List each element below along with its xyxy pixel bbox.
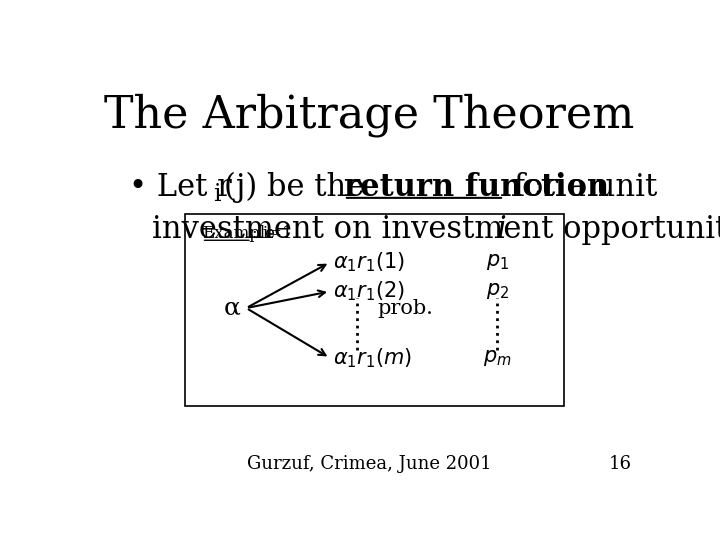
Text: • Let r: • Let r xyxy=(129,172,232,203)
Text: Example: Example xyxy=(202,225,274,242)
Text: 16: 16 xyxy=(608,455,631,473)
Text: : i=1: : i=1 xyxy=(252,225,292,242)
Text: The Arbitrage Theorem: The Arbitrage Theorem xyxy=(104,93,634,137)
Text: $\alpha_1 r_1(1)$: $\alpha_1 r_1(1)$ xyxy=(333,251,405,274)
FancyBboxPatch shape xyxy=(185,214,564,406)
Text: return function: return function xyxy=(344,172,609,203)
Text: $p_m$: $p_m$ xyxy=(483,348,512,368)
Text: $\alpha_1 r_1(2)$: $\alpha_1 r_1(2)$ xyxy=(333,280,405,303)
Text: investment on investment opportunity: investment on investment opportunity xyxy=(153,213,720,245)
Text: $\alpha_1 r_1(m)$: $\alpha_1 r_1(m)$ xyxy=(333,346,412,370)
Text: i: i xyxy=(497,213,507,245)
Text: $p_2$: $p_2$ xyxy=(486,281,509,301)
Text: α: α xyxy=(224,296,240,320)
Text: (j) be the: (j) be the xyxy=(224,172,374,203)
Text: $p_1$: $p_1$ xyxy=(486,252,509,272)
Text: Gurzuf, Crimea, June 2001: Gurzuf, Crimea, June 2001 xyxy=(247,455,491,473)
Text: for a unit: for a unit xyxy=(504,172,657,203)
Text: prob.: prob. xyxy=(377,299,433,318)
Text: i: i xyxy=(213,183,220,206)
